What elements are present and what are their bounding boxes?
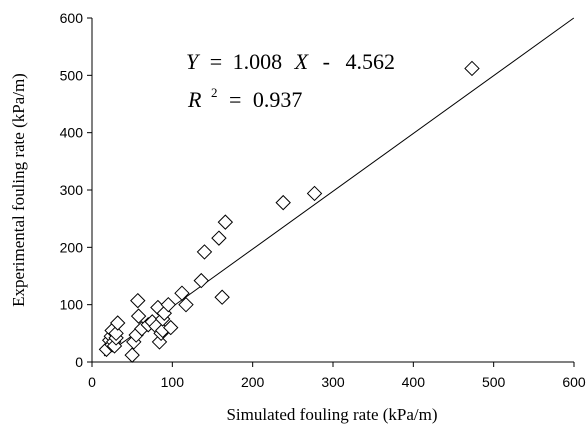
y-tick-label: 600	[60, 10, 84, 26]
x-axis-ticks: 0 100 200 300 400 500 600	[88, 362, 586, 390]
y-tick-label: 100	[60, 297, 84, 313]
data-point	[211, 230, 227, 246]
r-squared-equals: =	[229, 87, 241, 112]
data-point	[275, 194, 291, 211]
data-point	[214, 289, 230, 305]
y-tick-label: 200	[60, 239, 84, 255]
data-point	[163, 319, 179, 336]
data-point	[124, 347, 140, 363]
x-tick-label: 200	[241, 374, 265, 390]
data-point	[109, 315, 126, 331]
data-point	[174, 285, 190, 301]
equation-intercept: 4.562	[345, 49, 395, 74]
y-axis-title: Experimental fouling rate (kPa/m)	[9, 73, 28, 307]
y-tick-label: 400	[60, 125, 84, 141]
r-squared: R 2 = 0.937	[187, 77, 302, 112]
x-tick-label: 300	[321, 374, 345, 390]
x-axis-title: Simulated fouling rate (kPa/m)	[226, 405, 437, 424]
x-tick-label: 0	[88, 374, 96, 390]
regression-equation: Y = 1.008 X - 4.562	[186, 49, 395, 74]
equation-y-variable: Y	[186, 49, 201, 74]
equation-minus: -	[323, 49, 330, 74]
data-point	[130, 308, 147, 324]
x-tick-label: 600	[562, 374, 586, 390]
plot-area: 0 100 200 300 400 500 600 0 100 200 300 400 500 600	[60, 10, 586, 390]
equation-x-variable: X	[294, 49, 310, 74]
r-squared-exponent: 2	[211, 85, 218, 100]
data-point	[196, 244, 213, 260]
y-tick-label: 300	[60, 182, 84, 198]
data-point	[108, 325, 124, 342]
data-point	[306, 185, 323, 202]
data-point	[160, 296, 177, 313]
equation-slope: 1.008	[233, 49, 283, 74]
x-tick-label: 100	[161, 374, 185, 390]
data-point	[217, 214, 234, 230]
y-tick-label: 0	[75, 354, 83, 370]
x-tick-label: 500	[482, 374, 506, 390]
data-point	[130, 292, 146, 309]
data-points	[98, 60, 480, 363]
y-tick-label: 500	[60, 67, 84, 83]
equation-equals: =	[210, 49, 222, 74]
data-point	[193, 272, 209, 289]
data-point	[178, 296, 194, 313]
y-axis-ticks: 0 100 200 300 400 500 600	[60, 10, 92, 370]
r-squared-value: 0.937	[253, 87, 303, 112]
r-squared-variable: R	[187, 87, 202, 112]
data-point	[464, 60, 480, 77]
x-tick-label: 400	[402, 374, 426, 390]
